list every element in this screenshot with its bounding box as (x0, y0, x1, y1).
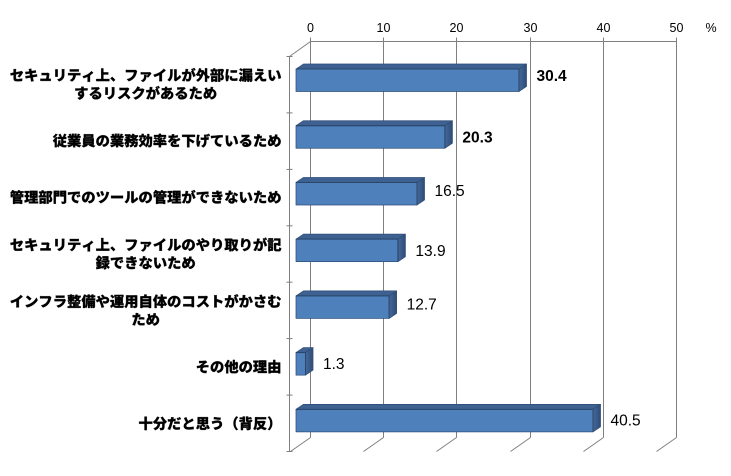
svg-text:12.7: 12.7 (407, 297, 437, 314)
svg-text:30.4: 30.4 (537, 68, 568, 85)
svg-text:40: 40 (597, 21, 611, 35)
svg-text:10: 10 (377, 21, 391, 35)
svg-text:%: % (705, 21, 716, 35)
svg-text:13.9: 13.9 (415, 243, 445, 260)
svg-text:30: 30 (524, 21, 538, 35)
svg-text:16.5: 16.5 (435, 183, 465, 200)
svg-text:1.3: 1.3 (323, 356, 345, 373)
svg-text:50: 50 (670, 21, 684, 35)
svg-text:0: 0 (307, 21, 314, 35)
svg-text:20: 20 (450, 21, 464, 35)
svg-text:20.3: 20.3 (462, 130, 493, 147)
svg-text:40.5: 40.5 (611, 413, 641, 430)
